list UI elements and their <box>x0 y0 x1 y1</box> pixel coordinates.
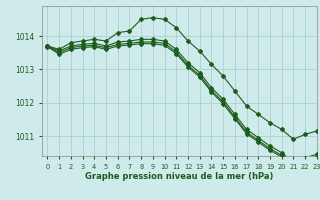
X-axis label: Graphe pression niveau de la mer (hPa): Graphe pression niveau de la mer (hPa) <box>85 172 273 181</box>
